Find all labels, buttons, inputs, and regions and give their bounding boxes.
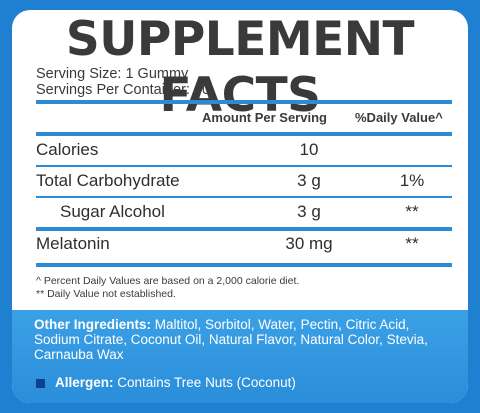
- row-amount-calories: 10: [299, 140, 319, 159]
- divider-row: [36, 227, 452, 231]
- allergen-label: Allergen:: [55, 375, 114, 390]
- facts-section: SUPPLEMENT FACTS Serving Size: 1 Gummy S…: [12, 10, 468, 310]
- row-label-melatonin: Melatonin: [36, 234, 110, 253]
- row-dv-melatonin: **: [405, 234, 419, 253]
- ingredients-section: Other Ingredients: Maltitol, Sorbitol, W…: [12, 310, 468, 403]
- row-amount-melatonin: 30 mg: [285, 234, 333, 253]
- row-dv-sugar-alcohol: **: [405, 202, 419, 221]
- footnote-daily-values: ^ Percent Daily Values are based on a 2,…: [36, 275, 300, 287]
- row-label-carbohydrate: Total Carbohydrate: [36, 171, 180, 190]
- divider-header: [36, 132, 452, 136]
- ingredients-text: Maltitol, Sorbitol, Water, Pectin, Citri…: [34, 317, 428, 362]
- row-label-sugar-alcohol: Sugar Alcohol: [60, 202, 165, 221]
- row-dv-carbohydrate: 1%: [399, 171, 425, 190]
- serving-size: Serving Size: 1 Gummy: [36, 66, 189, 82]
- servings-per-container: Servings Per Container: 60: [36, 82, 211, 98]
- allergen-text: Contains Tree Nuts (Coconut): [113, 375, 296, 390]
- divider-row: [36, 196, 452, 198]
- row-amount-carbohydrate: 3 g: [297, 171, 321, 190]
- other-ingredients: Other Ingredients: Maltitol, Sorbitol, W…: [34, 317, 454, 362]
- divider-top: [36, 100, 452, 104]
- row-amount-sugar-alcohol: 3 g: [297, 202, 321, 221]
- serving-info: Serving Size: 1 Gummy Servings Per Conta…: [36, 66, 210, 98]
- header-daily-value: %Daily Value^: [355, 110, 443, 125]
- header-amount: Amount Per Serving: [202, 110, 327, 125]
- supplement-facts-panel: SUPPLEMENT FACTS Serving Size: 1 Gummy S…: [12, 10, 468, 403]
- allergen-notice: Allergen: Contains Tree Nuts (Coconut): [36, 375, 296, 390]
- page-title: SUPPLEMENT FACTS: [65, 12, 415, 123]
- allergen-square-icon: [36, 378, 45, 388]
- divider-row: [36, 165, 452, 167]
- divider-bottom: [36, 263, 452, 267]
- row-label-calories: Calories: [36, 140, 99, 159]
- ingredients-label: Other Ingredients:: [34, 317, 152, 332]
- footnote-not-established: ** Daily Value not established.: [36, 288, 176, 300]
